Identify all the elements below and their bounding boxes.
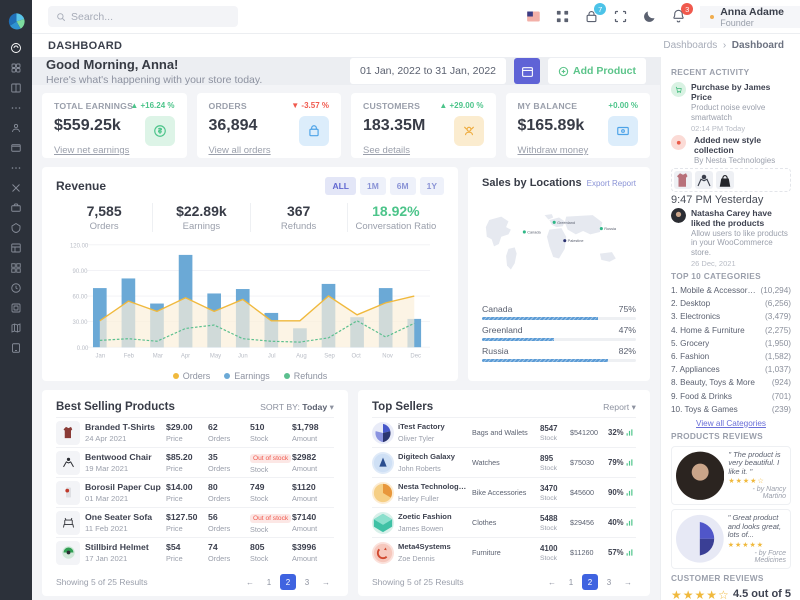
svg-text:Sep: Sep: [324, 353, 335, 359]
svg-text:Mar: Mar: [153, 353, 163, 359]
svg-text:May: May: [210, 353, 221, 359]
svg-text:Russia: Russia: [604, 227, 617, 231]
svg-text:Aug: Aug: [296, 353, 307, 359]
svg-text:90.00: 90.00: [73, 269, 89, 275]
svg-text:Greenland: Greenland: [557, 221, 575, 225]
svg-text:Canada: Canada: [527, 230, 541, 234]
svg-text:Feb: Feb: [124, 353, 135, 359]
svg-text:Jun: Jun: [238, 353, 248, 359]
svg-text:0.00: 0.00: [77, 346, 89, 352]
svg-text:Jan: Jan: [96, 353, 106, 359]
svg-text:120.00: 120.00: [70, 243, 89, 249]
svg-text:Jul: Jul: [268, 353, 276, 359]
svg-text:Oct: Oct: [352, 353, 362, 359]
svg-text:Apr: Apr: [181, 353, 190, 359]
svg-text:30.00: 30.00: [73, 320, 89, 326]
svg-text:Dec: Dec: [410, 353, 421, 359]
svg-text:60.00: 60.00: [73, 295, 89, 301]
svg-text:Nov: Nov: [382, 353, 393, 359]
svg-text:Palestine: Palestine: [568, 239, 584, 243]
